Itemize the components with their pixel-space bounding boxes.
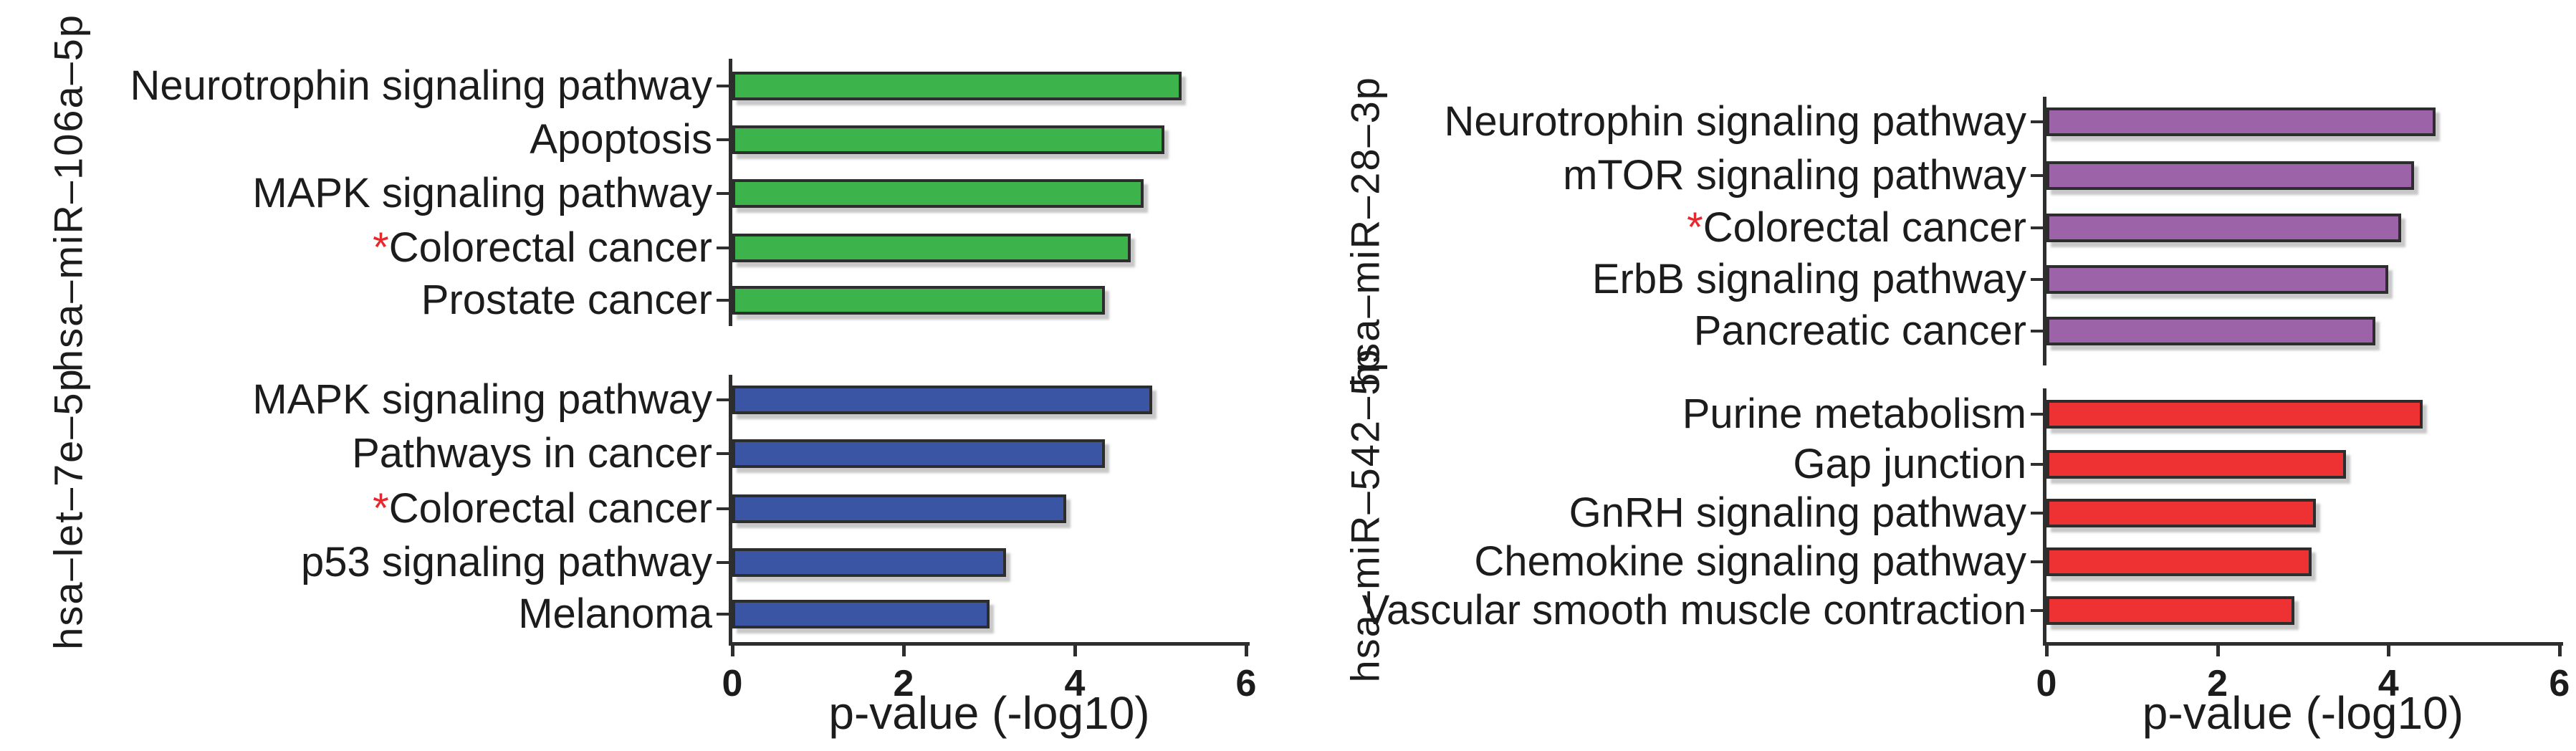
category-label: Chemokine signaling pathway (1474, 538, 2026, 585)
category-tick (717, 85, 729, 87)
bar-mtor-signaling-pathway (2046, 161, 2414, 190)
category-label-text: Colorectal cancer (388, 224, 712, 271)
category-label: Melanoma (518, 590, 712, 637)
x-tick-label: 4 (1064, 663, 1086, 704)
category-label: Pancreatic cancer (1693, 307, 2026, 354)
category-label: ErbB signaling pathway (1591, 256, 2026, 302)
category-tick (2031, 560, 2044, 563)
category-tick (717, 561, 729, 564)
x-tick-label: 0 (2036, 663, 2057, 704)
x-axis-tick (2557, 642, 2562, 656)
significance-asterisk: * (1687, 204, 1703, 251)
category-tick (2031, 609, 2044, 612)
bar-pathways-in-cancer (732, 439, 1105, 468)
bar-colorectal-cancer (732, 234, 1131, 262)
y-axis-line (729, 375, 732, 642)
bar-pancreatic-cancer (2046, 317, 2375, 345)
y-axis-line (2043, 388, 2046, 642)
x-tick-label: 6 (1235, 663, 1257, 704)
bar-vascular-smooth-muscle-contraction (2046, 596, 2294, 625)
y-axis-line (729, 59, 732, 326)
category-label: *Colorectal cancer (0, 484, 712, 533)
category-tick (717, 398, 729, 401)
bar-chemokine-signaling-pathway (2046, 547, 2312, 576)
category-label: Neurotrophin signaling pathway (130, 62, 712, 109)
category-label: *Colorectal cancer (1238, 204, 2026, 252)
bar-gap-junction (2046, 450, 2346, 479)
bar-melanoma (732, 600, 990, 628)
x-tick-label: 0 (722, 663, 743, 704)
x-axis-tick (2045, 642, 2049, 656)
category-label: mTOR signaling pathway (1563, 152, 2026, 198)
x-axis-line (729, 642, 1250, 646)
category-label: Apoptosis (530, 116, 712, 163)
bar-colorectal-cancer (732, 494, 1066, 523)
x-axis-tick (1245, 642, 1248, 656)
x-tick-label: 4 (2378, 663, 2399, 704)
category-tick (2031, 174, 2044, 177)
category-label: MAPK signaling pathway (252, 376, 712, 423)
bar-erbb-signaling-pathway (2046, 265, 2388, 294)
x-axis-title: p-value (-log10) (2142, 687, 2464, 739)
category-tick (2031, 226, 2044, 229)
category-tick (717, 192, 729, 195)
x-tick-label: 2 (893, 663, 914, 704)
y-axis-line (2043, 97, 2046, 365)
category-tick (2031, 120, 2044, 123)
x-axis-tick (2387, 642, 2391, 656)
category-tick (717, 299, 729, 302)
x-axis-tick (902, 642, 906, 656)
significance-asterisk: * (373, 224, 389, 271)
category-tick (2031, 413, 2044, 416)
category-label: GnRH signaling pathway (1569, 489, 2026, 536)
category-tick (717, 507, 729, 510)
category-tick (2031, 330, 2044, 333)
bar-mapk-signaling-pathway (732, 179, 1144, 208)
x-tick-label: 2 (2207, 663, 2228, 704)
category-tick (2031, 512, 2044, 515)
x-axis-line (2043, 642, 2563, 646)
category-label: MAPK signaling pathway (252, 170, 712, 216)
bar-neurotrophin-signaling-pathway (732, 72, 1182, 100)
category-tick (717, 247, 729, 249)
bar-gnrh-signaling-pathway (2046, 499, 2316, 527)
category-label: Vascular smooth muscle contraction (1361, 587, 2026, 633)
x-tick-label: 6 (2549, 663, 2570, 704)
category-tick (717, 452, 729, 455)
bar-colorectal-cancer (2046, 214, 2401, 242)
category-label: Prostate cancer (421, 277, 712, 323)
category-label-text: Colorectal cancer (388, 485, 712, 532)
x-axis-tick (2216, 642, 2220, 656)
category-tick (717, 613, 729, 616)
category-label: *Colorectal cancer (0, 224, 712, 272)
category-label: Neurotrophin signaling pathway (1444, 98, 2026, 145)
category-label: Purine metabolism (1682, 391, 2026, 437)
x-axis-tick (1073, 642, 1077, 656)
category-label: Pathways in cancer (352, 430, 712, 477)
bar-mapk-signaling-pathway (732, 386, 1152, 414)
bar-neurotrophin-signaling-pathway (2046, 107, 2436, 136)
x-axis-tick (731, 642, 734, 656)
category-label: p53 signaling pathway (301, 539, 712, 585)
category-tick (2031, 463, 2044, 466)
category-label: Gap junction (1793, 441, 2026, 487)
category-tick (717, 138, 729, 141)
bar-prostate-cancer (732, 286, 1105, 315)
bar-purine-metabolism (2046, 400, 2423, 429)
category-tick (2031, 278, 2044, 281)
bar-apoptosis (732, 125, 1164, 154)
bar-p53-signaling-pathway (732, 548, 1006, 577)
x-axis-title: p-value (-log10) (828, 687, 1150, 739)
category-label-text: Colorectal cancer (1703, 204, 2026, 251)
significance-asterisk: * (373, 485, 389, 532)
